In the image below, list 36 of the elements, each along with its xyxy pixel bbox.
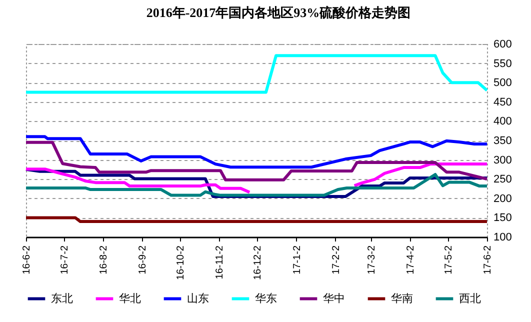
x-tick-label: 16-8-2 [98, 245, 110, 274]
chart-title: 2016年-2017年国内各地区93%硫酸价格走势图 [146, 5, 411, 20]
x-tick-label: 17-3-2 [366, 245, 378, 274]
legend-label: 华南 [391, 292, 413, 305]
legend-label: 东北 [51, 292, 73, 305]
y-tick-label: 600 [494, 38, 512, 50]
x-tick-label: 16-11-2 [214, 245, 226, 280]
x-tick-label: 16-7-2 [59, 245, 70, 274]
legend-label: 山东 [187, 292, 209, 305]
y-tick-label: 150 [494, 212, 512, 224]
legend-label: 华中 [323, 292, 345, 305]
x-tick-label: 16-10-2 [176, 245, 187, 280]
y-tick-label: 250 [494, 174, 512, 186]
x-tick-label: 17-5-2 [443, 245, 454, 274]
x-tick-label: 16-9-2 [138, 245, 149, 274]
line-series [24, 172, 488, 197]
x-tick-label: 17-2-2 [330, 245, 342, 274]
x-tick-label: 17-6-2 [482, 245, 494, 274]
legend-label: 华东 [255, 292, 277, 305]
y-tick-label: 300 [494, 154, 512, 166]
y-tick-label: 350 [494, 135, 512, 147]
line-series [24, 135, 488, 169]
line-series [24, 140, 488, 182]
y-tick-label: 550 [494, 58, 512, 70]
line-series [24, 54, 488, 94]
legend-label: 华北 [119, 292, 141, 305]
y-tick-label: 500 [494, 77, 512, 90]
x-tick-label: 17-4-2 [405, 245, 416, 274]
x-tick-label: 16-12-2 [252, 245, 264, 280]
y-tick-label: 400 [494, 116, 512, 128]
y-tick-label: 450 [494, 96, 512, 108]
y-tick-label: 100 [494, 232, 512, 244]
x-tick-label: 17-1-2 [292, 245, 303, 274]
x-tick-label: 16-6-2 [22, 245, 32, 274]
y-tick-label: 200 [494, 192, 512, 205]
legend-label: 西北 [459, 292, 481, 305]
